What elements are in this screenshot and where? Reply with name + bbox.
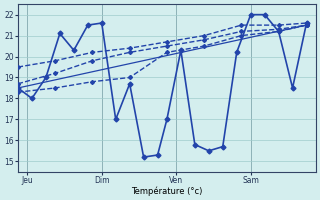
X-axis label: Température (°c): Température (°c) (131, 186, 203, 196)
